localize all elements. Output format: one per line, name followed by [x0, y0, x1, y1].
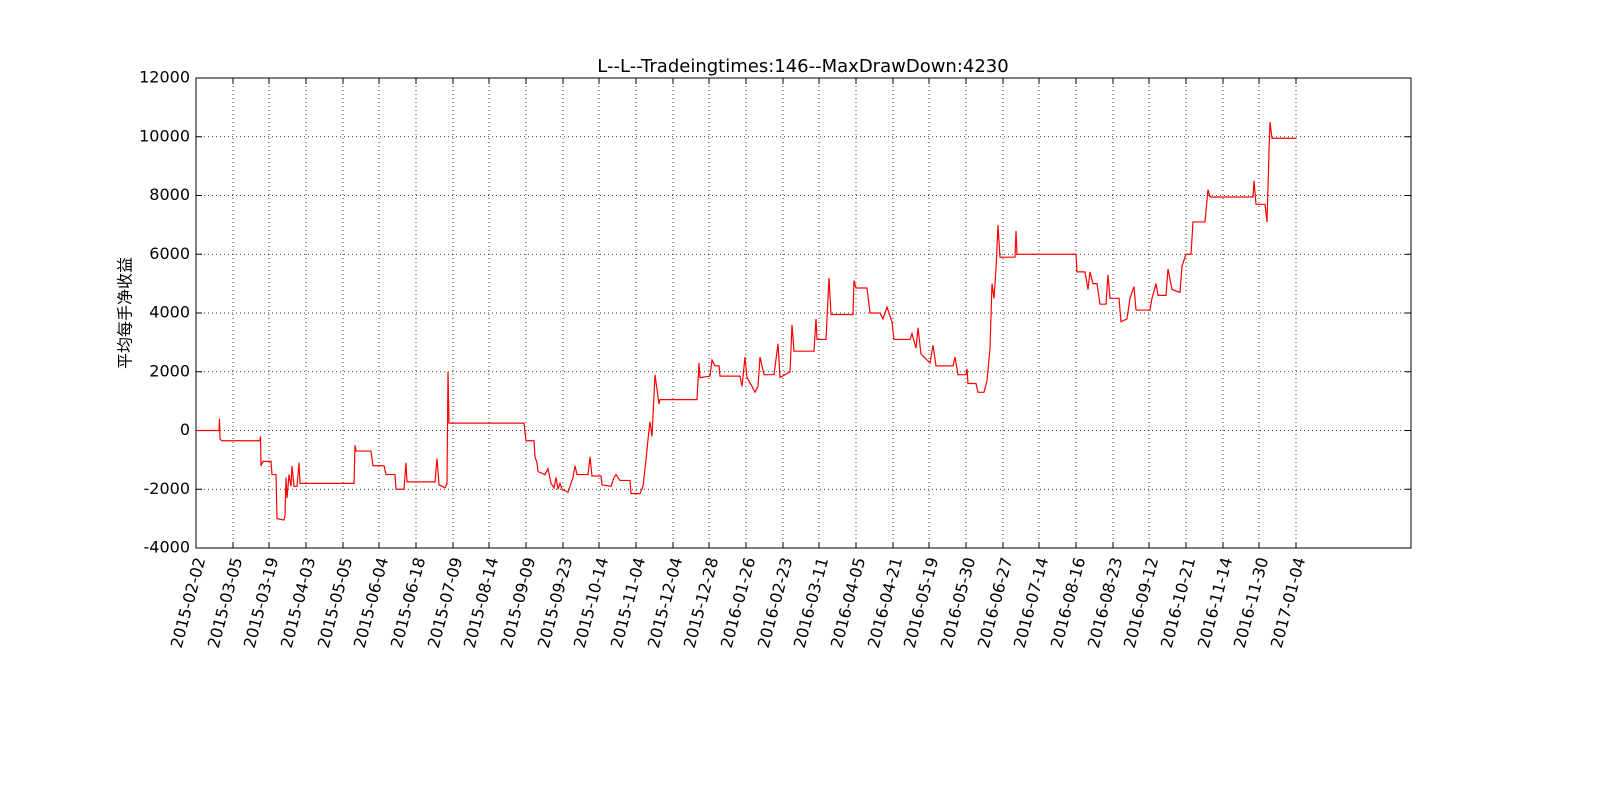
x-tick-label: 2016-02-23: [754, 555, 796, 650]
y-tick-label: 4000: [149, 303, 190, 322]
data-line: [196, 121, 1296, 521]
x-tick-label: 2016-06-27: [974, 555, 1016, 650]
chart-title: L--L--Tradeingtimes:146--MaxDrawDown:423…: [597, 56, 1008, 77]
x-tick-label: 2015-09-23: [534, 555, 576, 650]
x-tick-label: 2015-05-05: [314, 555, 356, 650]
y-tick-label: 10000: [139, 126, 190, 145]
y-tick-label: 0: [180, 420, 190, 439]
x-tick-label: 2016-09-12: [1120, 555, 1162, 650]
x-tick-label: 2016-11-30: [1230, 555, 1272, 650]
x-tick-label: 2015-03-05: [204, 555, 246, 650]
x-tick-label: 2015-11-04: [607, 555, 649, 650]
x-tick-label: 2016-04-05: [827, 555, 869, 650]
x-tick-label: 2017-01-04: [1267, 555, 1309, 650]
x-tick-label: 2016-07-14: [1010, 555, 1052, 650]
y-tick-label: 2000: [149, 361, 190, 380]
x-tick-label: 2015-04-03: [277, 555, 319, 650]
y-tick-label: -2000: [144, 479, 191, 498]
x-tick-label: 2015-02-02: [167, 555, 209, 650]
x-tick-label: 2015-06-18: [387, 555, 429, 650]
x-tick-label: 2016-03-11: [790, 555, 832, 650]
x-tick-label: 2016-05-19: [900, 555, 942, 650]
x-tick-label: 2016-01-26: [717, 555, 759, 650]
x-tick-label: 2015-07-09: [424, 555, 466, 650]
x-tick-label: 2016-08-23: [1084, 555, 1126, 650]
plot-frame: [195, 77, 1412, 549]
x-tick-label: 2016-08-16: [1047, 555, 1089, 650]
x-tick-label: 2015-03-19: [240, 555, 282, 650]
x-tick-label: 2015-10-14: [570, 555, 612, 650]
y-axis-label: 平均每手净收益: [116, 257, 135, 369]
x-tick-label: 2016-05-30: [937, 555, 979, 650]
x-tick-label: 2015-09-09: [497, 555, 539, 650]
y-tick-label: -4000: [144, 538, 191, 557]
y-tick-label: 8000: [149, 185, 190, 204]
x-tick-label: 2015-06-04: [350, 555, 392, 650]
x-tick-label: 2015-12-28: [680, 555, 722, 650]
x-tick-label: 2016-04-21: [864, 555, 906, 650]
x-tick-label: 2016-11-14: [1194, 555, 1236, 650]
x-tick-label: 2016-10-21: [1157, 555, 1199, 650]
y-tick-label: 6000: [149, 244, 190, 263]
y-tick-label: 12000: [139, 68, 190, 87]
x-tick-label: 2015-12-04: [644, 555, 686, 650]
x-tick-label: 2015-08-14: [460, 555, 502, 650]
